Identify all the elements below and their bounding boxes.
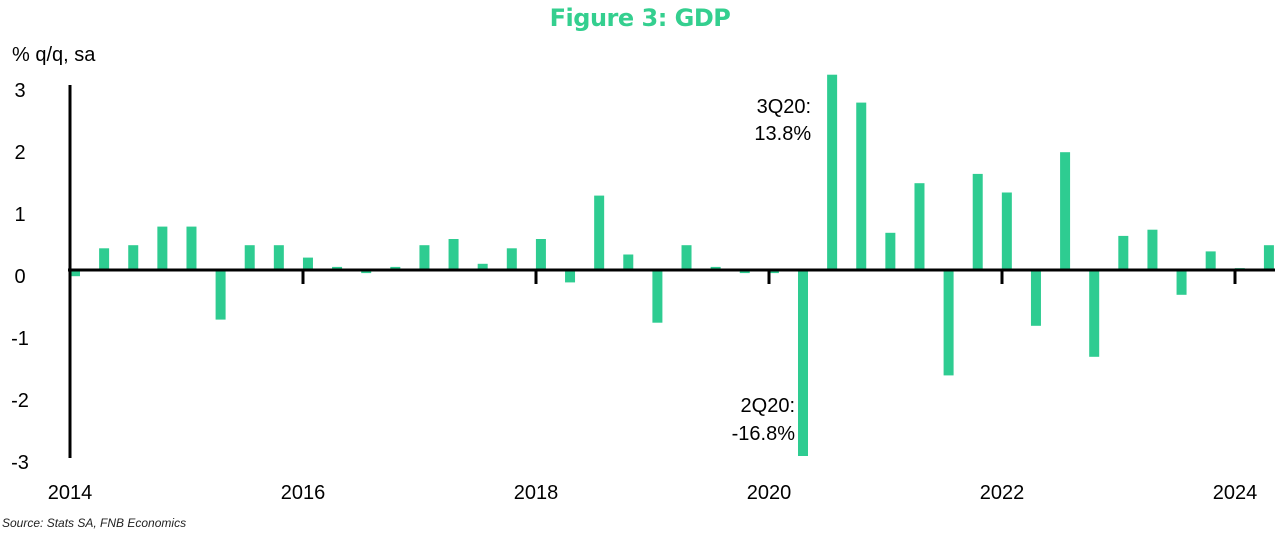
bar-2Q14 bbox=[99, 248, 110, 270]
bar-1Q14 bbox=[70, 270, 80, 277]
bar-4Q18 bbox=[623, 254, 634, 270]
bar-2Q19 bbox=[681, 245, 692, 270]
bar-1Q17 bbox=[419, 245, 430, 270]
x-tick-label: 2024 bbox=[1213, 482, 1258, 504]
bar-3Q17 bbox=[477, 263, 488, 270]
x-tick-label: 2018 bbox=[514, 482, 559, 504]
bar-4Q21 bbox=[972, 173, 983, 270]
y-tick-label: -2 bbox=[11, 390, 29, 412]
y-tick-label: -3 bbox=[11, 452, 29, 474]
y-tick-label: -1 bbox=[11, 328, 29, 350]
chart-title: Figure 3: GDP bbox=[549, 4, 731, 32]
annotation-3Q20-label: 3Q20: bbox=[757, 96, 811, 118]
bar-4Q16 bbox=[390, 266, 401, 270]
bar-1Q16 bbox=[302, 257, 313, 270]
y-tick-label: 1 bbox=[14, 204, 25, 226]
annotation-2Q20-label: 2Q20: bbox=[741, 395, 795, 417]
bar-4Q19 bbox=[739, 270, 750, 274]
x-tick-label: 2014 bbox=[48, 482, 93, 504]
bar-4Q17 bbox=[506, 248, 517, 270]
bar-2Q15 bbox=[215, 270, 226, 320]
bar-3Q23 bbox=[1176, 270, 1187, 295]
bar-2Q21 bbox=[914, 183, 925, 270]
x-tick-label: 2022 bbox=[980, 482, 1025, 504]
bar-3Q19 bbox=[710, 266, 721, 270]
bar-1Q20 bbox=[768, 270, 779, 274]
x-tick-label: 2016 bbox=[281, 482, 326, 504]
bar-1Q22 bbox=[1001, 192, 1012, 270]
bar-4Q22 bbox=[1089, 270, 1100, 357]
bar-3Q18 bbox=[594, 195, 605, 270]
y-tick-label: 2 bbox=[14, 142, 25, 164]
bar-2Q24 bbox=[1263, 245, 1274, 270]
bar-1Q18 bbox=[535, 239, 546, 270]
bar-2Q23 bbox=[1147, 229, 1158, 270]
bar-4Q15 bbox=[273, 245, 284, 270]
source-note: Source: Stats SA, FNB Economics bbox=[2, 516, 187, 530]
bar-1Q21 bbox=[885, 232, 896, 270]
bar-3Q15 bbox=[244, 245, 255, 270]
annotation-3Q20-value: 13.8% bbox=[754, 123, 811, 145]
bar-1Q19 bbox=[652, 270, 663, 323]
x-tick-label: 2020 bbox=[747, 482, 792, 504]
bar-3Q16 bbox=[361, 270, 372, 274]
bar-4Q20 bbox=[856, 102, 867, 270]
bar-3Q21 bbox=[943, 270, 954, 376]
y-tick-label: 0 bbox=[14, 266, 25, 288]
y-tick-label: 3 bbox=[14, 80, 25, 102]
bar-2Q16 bbox=[332, 266, 343, 270]
bar-3Q22 bbox=[1060, 152, 1071, 270]
bar-3Q20 bbox=[827, 74, 838, 270]
bar-4Q23 bbox=[1205, 251, 1216, 270]
bar-3Q14 bbox=[128, 245, 139, 270]
bar-2Q22 bbox=[1030, 270, 1041, 326]
y-axis-label: % q/q, sa bbox=[12, 44, 96, 66]
bar-1Q15 bbox=[186, 226, 197, 270]
annotation-2Q20-value: -16.8% bbox=[732, 423, 796, 445]
bar-1Q23 bbox=[1118, 235, 1129, 270]
bar-4Q14 bbox=[157, 226, 168, 270]
bar-2Q17 bbox=[448, 239, 459, 270]
bar-2Q20 bbox=[798, 270, 808, 456]
bar-2Q18 bbox=[565, 270, 576, 283]
